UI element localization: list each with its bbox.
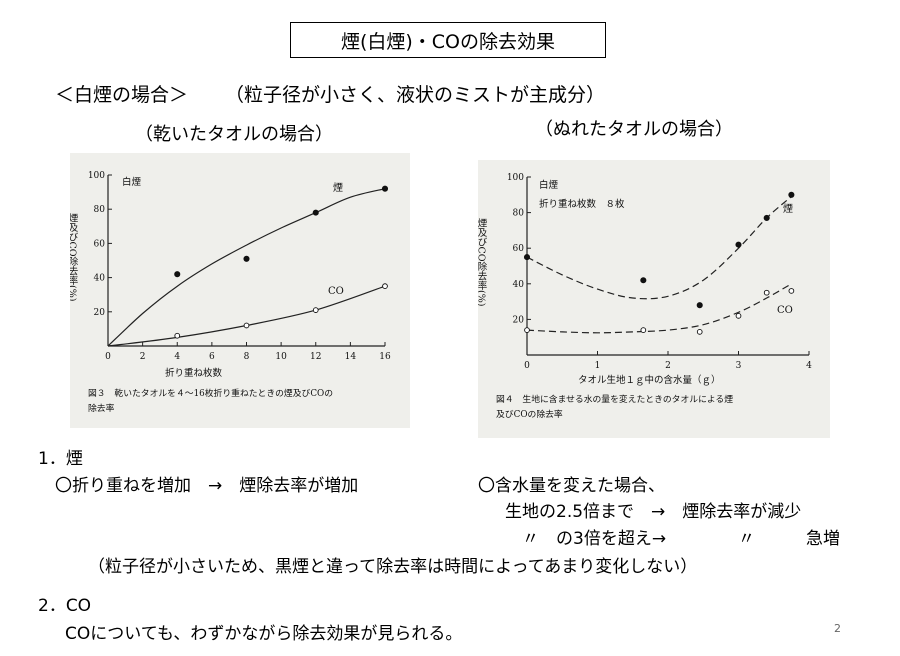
data-point <box>735 241 742 248</box>
y-tick-label: 40 <box>94 274 106 284</box>
section1-right-line3a: 〃 の3倍を超え→ <box>522 529 667 549</box>
data-point <box>243 255 250 262</box>
x-tick-label: 2 <box>140 352 146 362</box>
subheading-wet-towel: （ぬれたタオルの場合） <box>535 119 733 140</box>
section1-right-line3b: 〃 <box>738 529 755 549</box>
y-tick-label: 40 <box>513 280 525 290</box>
x-tick-label: 16 <box>379 352 391 362</box>
x-tick-label: 4 <box>806 361 812 371</box>
series-label: 煙 <box>783 203 793 215</box>
x-tick-label: 0 <box>524 361 530 371</box>
data-point <box>640 327 647 333</box>
x-tick-label: 10 <box>275 352 287 362</box>
section1-title: 1．煙 <box>38 449 83 469</box>
figure-3: 0 2 4 6 8 10 12 14 16 20 40 60 80 100 煙 CO 白煙煙及びCO除去率(%)… <box>70 153 410 428</box>
y-tick-label: 60 <box>94 239 106 249</box>
heading: ＜白煙の場合＞ <box>55 84 189 106</box>
series-curve-0 <box>526 196 792 300</box>
section1-left-text: 〇折り重ねを増加 → 煙除去率が増加 <box>55 476 359 496</box>
chart-dry-towel: 0 2 4 6 8 10 12 14 16 20 40 60 80 100 煙 CO 白煙煙及びCO除去率(%)… <box>70 171 391 414</box>
series-curve-0 <box>107 188 386 347</box>
data-point <box>381 185 389 192</box>
section1-right-line3c: 急増 <box>806 529 840 549</box>
y-tick-label: 60 <box>513 244 525 254</box>
data-point <box>243 322 250 329</box>
section1-right-line1: 〇含水量を変えた場合、 <box>478 476 665 496</box>
heading-note: （粒子径が小さく、液状のミストが主成分） <box>225 84 606 106</box>
data-point <box>763 214 770 221</box>
y-tick-label: 100 <box>88 171 105 181</box>
y-tick-label: 80 <box>94 205 106 215</box>
data-point <box>696 329 703 335</box>
series-label: 煙 <box>333 182 343 194</box>
series-label: CO <box>777 305 793 316</box>
data-point <box>763 289 770 296</box>
y-tick-label: 100 <box>507 173 524 183</box>
x-axis-label: タオル生地１ｇ中の含水量（ｇ） <box>578 374 721 386</box>
x-tick-label: 1 <box>595 361 601 371</box>
x-tick-label: 14 <box>345 352 357 362</box>
x-tick-label: 8 <box>244 352 250 362</box>
data-point <box>524 327 530 333</box>
y-tick-label: 20 <box>513 315 525 325</box>
section1-right-line2: 生地の2.5倍まで → 煙除去率が減少 <box>505 502 802 522</box>
section1-note: （粒子径が小さいため、黒煙と違って除去率は時間によってあまり変化しない） <box>88 557 698 577</box>
data-point <box>523 254 531 261</box>
figure-caption-line1: 図４ 生地に含ませる水の量を変えたときのタオルによる煙 <box>496 393 733 405</box>
y-tick-label: 20 <box>94 308 106 318</box>
series-curve-1 <box>526 283 792 334</box>
subheading-dry-towel: （乾いたタオルの場合） <box>135 124 333 145</box>
data-point <box>696 302 703 309</box>
page-number: 2 <box>834 622 841 635</box>
y-tick-label: 80 <box>513 209 525 219</box>
data-point <box>174 271 181 278</box>
x-tick-label: 4 <box>174 352 180 362</box>
y-axis-label: 煙及びCO除去率(%) <box>70 213 78 302</box>
chart-subtitle: 折り重ね枚数 ８枚 <box>539 198 625 210</box>
x-axis-label: 折り重ね枚数 <box>165 367 223 379</box>
data-point <box>174 332 181 339</box>
figure-caption-line1: 図３ 乾いたタオルを４～16枚折り重ねたときの煙及びCOの <box>88 387 333 399</box>
x-tick-label: 6 <box>209 352 215 362</box>
figure-caption-line2: 除去率 <box>88 402 115 414</box>
chart-title: 白煙 <box>122 176 142 188</box>
slide-title: 煙(白煙)・COの除去効果 <box>290 22 606 58</box>
section2-text: COについても、わずかながら除去効果が見られる。 <box>65 624 463 644</box>
x-tick-label: 12 <box>310 352 321 362</box>
figure-caption-line2: 及びCOの除去率 <box>496 408 563 420</box>
figure-4: 0 1 2 3 4 20 40 60 80 100 煙 CO 白煙折り重ね枚数 ８枚煙及びCO除去率(%… <box>478 160 830 438</box>
data-point <box>312 307 319 313</box>
series-label: CO <box>328 286 344 297</box>
chart-title: 白煙 <box>539 179 559 191</box>
x-tick-label: 2 <box>665 361 671 371</box>
x-tick-label: 0 <box>105 352 111 362</box>
data-point <box>382 283 388 290</box>
section2-title: 2．CO <box>38 596 92 616</box>
data-point <box>788 288 795 294</box>
y-axis-label: 煙及びCO除去率(%) <box>478 218 487 307</box>
x-tick-label: 3 <box>736 361 742 371</box>
data-point <box>312 209 319 216</box>
data-point <box>640 277 647 284</box>
data-point <box>735 312 742 319</box>
data-point <box>788 191 795 198</box>
